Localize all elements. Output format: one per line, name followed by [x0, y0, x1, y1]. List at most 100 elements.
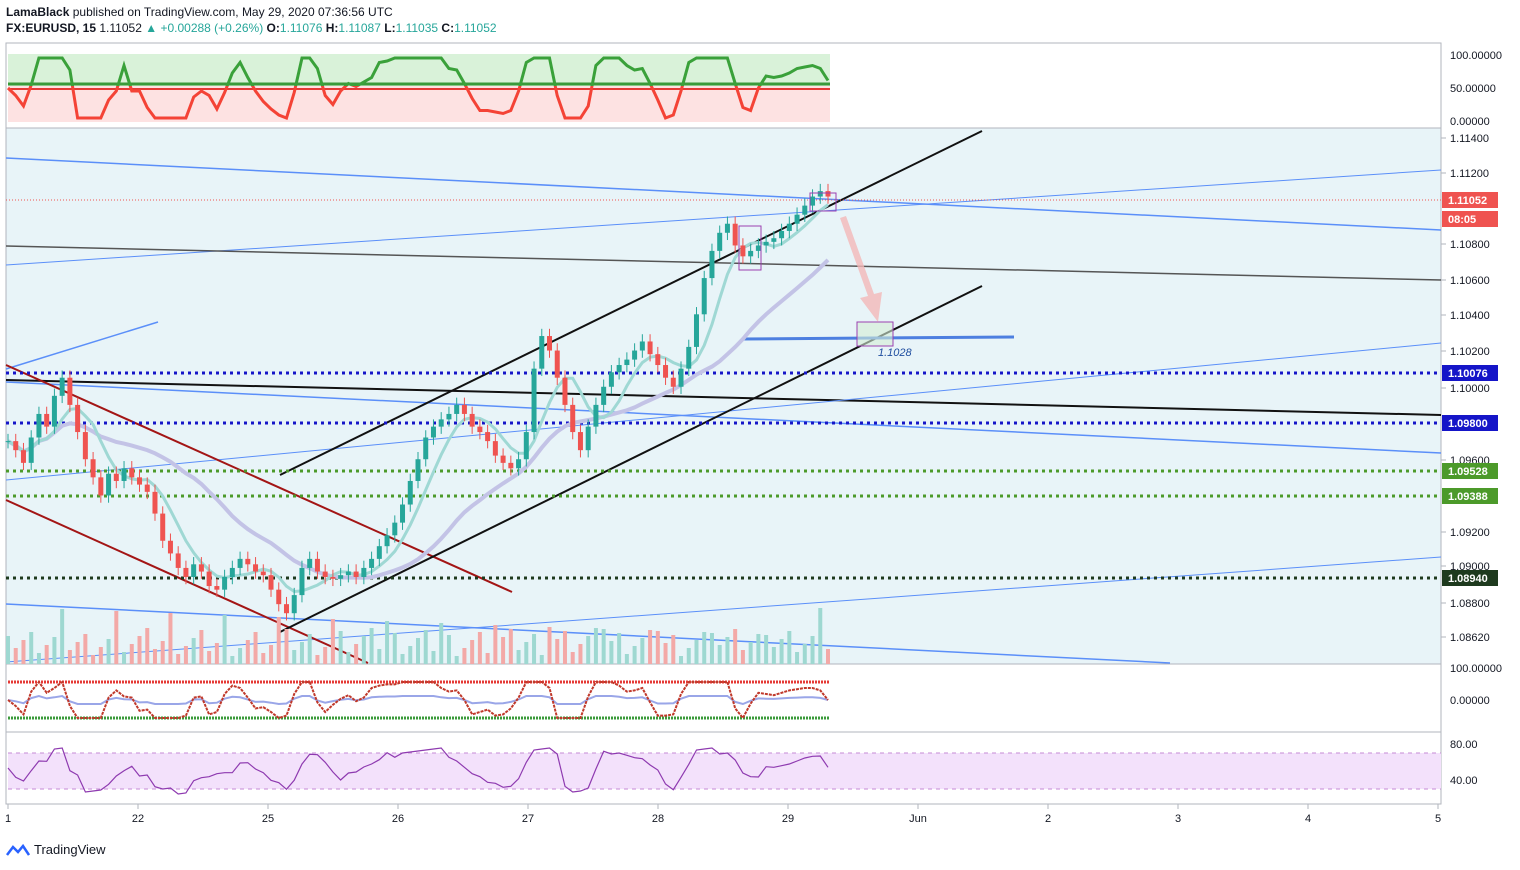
candle-body[interactable] [817, 191, 823, 197]
grey-trendline[interactable] [5, 245, 1442, 281]
candle-body[interactable] [616, 365, 622, 373]
footer-brand[interactable]: TradingView [34, 842, 106, 857]
candle-body[interactable] [90, 459, 96, 478]
candle-body[interactable] [44, 413, 50, 427]
author-name[interactable]: LamaBlack [6, 5, 70, 19]
candle-body[interactable] [314, 558, 320, 572]
candle-body[interactable] [384, 535, 390, 547]
candle-body[interactable] [345, 571, 351, 576]
candle-body[interactable] [492, 441, 498, 456]
candle-body[interactable] [307, 558, 313, 568]
candle-body[interactable] [322, 571, 328, 577]
candle-body[interactable] [113, 473, 119, 481]
candle-body[interactable] [686, 346, 692, 369]
candle-body[interactable] [299, 567, 305, 596]
candle-body[interactable] [106, 473, 112, 496]
candle-body[interactable] [260, 571, 266, 576]
candle-body[interactable] [477, 426, 483, 433]
candle-body[interactable] [376, 546, 382, 559]
candle-body[interactable] [825, 191, 831, 197]
mid-blue-trendline[interactable] [5, 381, 1442, 454]
highlight-box-2[interactable] [809, 192, 837, 212]
candle-body[interactable] [13, 441, 19, 451]
candle-body[interactable] [802, 205, 808, 215]
candle-body[interactable] [763, 241, 769, 246]
candle-body[interactable] [547, 336, 553, 351]
upper-blue-trendline[interactable] [5, 157, 1442, 231]
candle-body[interactable] [98, 477, 104, 496]
candle-body[interactable] [624, 359, 630, 366]
candle-body[interactable] [632, 350, 638, 360]
candle-body[interactable] [407, 480, 413, 505]
candle-body[interactable] [415, 459, 421, 481]
candle-body[interactable] [51, 395, 57, 427]
candle-body[interactable] [369, 558, 375, 568]
candle-body[interactable] [810, 196, 816, 206]
candle-body[interactable] [423, 437, 429, 460]
candle-body[interactable] [748, 250, 754, 257]
candle-body[interactable] [237, 558, 243, 568]
candle-body[interactable] [693, 314, 699, 347]
candle-body[interactable] [206, 571, 212, 587]
candle-body[interactable] [353, 571, 359, 577]
candle-body[interactable] [678, 368, 684, 387]
candle-body[interactable] [175, 553, 181, 568]
highlight-box-1[interactable] [738, 225, 762, 271]
candle-body[interactable] [570, 404, 576, 433]
candle-body[interactable] [655, 354, 661, 366]
candle-body[interactable] [639, 341, 645, 351]
candle-body[interactable] [438, 419, 444, 427]
candle-body[interactable] [562, 377, 568, 405]
candle-body[interactable] [291, 595, 297, 614]
red-channel-upper[interactable] [5, 364, 513, 593]
time-axis[interactable]: 1 22 25 26 27 28 29 Jun 2 3 4 5 [5, 804, 1441, 825]
candle-body[interactable] [183, 567, 189, 577]
candle-body[interactable] [245, 558, 251, 565]
candle-body[interactable] [121, 468, 127, 481]
candle-body[interactable] [755, 245, 761, 251]
candle-body[interactable] [794, 214, 800, 224]
candle-body[interactable] [82, 432, 88, 460]
candle-body[interactable] [608, 372, 614, 387]
black-horizontal-trendline[interactable] [5, 379, 1442, 416]
candle-body[interactable] [361, 567, 367, 577]
candle-body[interactable] [663, 365, 669, 378]
candle-body[interactable] [137, 477, 143, 485]
price-panel[interactable] [5, 127, 1442, 665]
target-box[interactable] [856, 321, 894, 347]
black-channel-upper[interactable] [279, 130, 983, 476]
candle-body[interactable] [129, 468, 135, 478]
bottom-thin-blue-trendline[interactable] [5, 556, 1442, 663]
candle-body[interactable] [771, 238, 777, 242]
candle-body[interactable] [276, 589, 282, 605]
candle-body[interactable] [709, 250, 715, 279]
bottom-blue-trendline[interactable] [5, 603, 1171, 664]
candle-body[interactable] [454, 404, 460, 414]
candle-body[interactable] [508, 462, 514, 469]
lower-thin-blue-trendline[interactable] [5, 342, 1442, 481]
candle-body[interactable] [516, 459, 522, 469]
candle-body[interactable] [20, 450, 26, 463]
candle-body[interactable] [469, 413, 475, 427]
candle-body[interactable] [500, 455, 506, 463]
candle-body[interactable] [75, 404, 81, 433]
tradingview-logo-icon[interactable] [6, 843, 30, 857]
candle-body[interactable] [779, 230, 785, 239]
candle-body[interactable] [717, 232, 723, 251]
candle-body[interactable] [229, 567, 235, 577]
candle-body[interactable] [593, 404, 599, 427]
candle-body[interactable] [724, 223, 730, 233]
red-channel-lower[interactable] [5, 499, 369, 664]
candle-body[interactable] [167, 540, 173, 554]
candle-body[interactable] [601, 386, 607, 405]
candle-body[interactable] [338, 575, 344, 579]
candle-body[interactable] [67, 377, 73, 405]
candle-body[interactable] [283, 604, 289, 614]
candle-body[interactable] [539, 336, 545, 369]
candle-body[interactable] [28, 437, 34, 463]
candle-body[interactable] [531, 368, 537, 433]
candle-body[interactable] [577, 432, 583, 451]
candle-body[interactable] [670, 377, 676, 387]
short-blue-trendline[interactable] [5, 321, 159, 370]
candle-body[interactable] [253, 564, 259, 572]
